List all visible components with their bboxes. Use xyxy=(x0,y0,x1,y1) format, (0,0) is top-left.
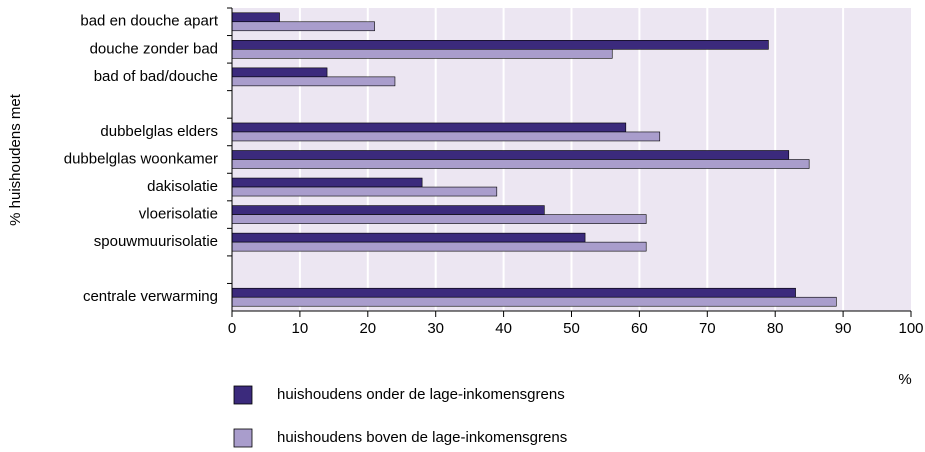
x-tick-label: 80 xyxy=(767,320,784,337)
y-tick-label: spouwmuurisolatie xyxy=(94,233,218,250)
y-tick-label: dubbelglas elders xyxy=(100,123,218,140)
y-tick-label: bad en douche apart xyxy=(80,13,218,30)
bar xyxy=(231,159,810,169)
bar xyxy=(231,232,586,243)
y-tick-label: centrale verwarming xyxy=(83,288,218,305)
legend-label: huishoudens boven de lage-inkomensgrens xyxy=(277,429,567,446)
x-tick-label: 60 xyxy=(631,320,648,337)
bar xyxy=(231,76,396,87)
bar xyxy=(231,21,375,32)
legend-swatch xyxy=(233,428,253,448)
bar xyxy=(231,214,647,224)
bar xyxy=(231,177,423,188)
y-tick-label: dubbelglas woonkamer xyxy=(64,150,218,167)
x-tick-label: 0 xyxy=(228,320,236,337)
bar xyxy=(231,122,627,133)
x-tick-label: 90 xyxy=(835,320,852,337)
legend-swatch xyxy=(233,385,253,405)
bar xyxy=(231,40,769,50)
y-tick-label: vloerisolatie xyxy=(139,206,218,223)
x-tick-label: 10 xyxy=(292,320,309,337)
bar xyxy=(231,67,328,78)
bar xyxy=(231,205,545,215)
bar xyxy=(231,287,796,298)
y-tick-label: bad of bad/douche xyxy=(94,68,218,85)
legend-label: huishoudens onder de lage-inkomensgrens xyxy=(277,386,565,403)
bar xyxy=(231,241,647,252)
y-axis-title: % huishoudens met xyxy=(7,93,24,226)
bar xyxy=(231,150,790,160)
bar xyxy=(231,296,837,307)
y-tick-label: douche zonder bad xyxy=(90,40,218,57)
x-tick-label: 70 xyxy=(699,320,716,337)
y-tick-label: dakisolatie xyxy=(147,178,218,195)
x-tick-label: 40 xyxy=(495,320,512,337)
x-tick-label: 20 xyxy=(359,320,376,337)
bar xyxy=(231,186,498,197)
bar xyxy=(231,12,280,23)
bar xyxy=(231,131,661,142)
x-tick-label: 30 xyxy=(427,320,444,337)
x-axis-unit: % xyxy=(898,371,911,388)
bar xyxy=(231,49,613,59)
x-tick-label: 50 xyxy=(563,320,580,337)
x-tick-label: 100 xyxy=(898,320,923,337)
